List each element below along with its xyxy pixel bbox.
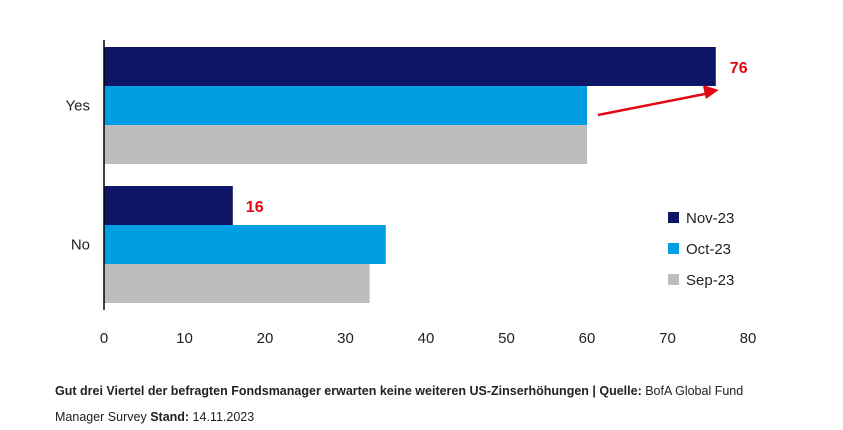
arrow-head-icon bbox=[702, 85, 719, 99]
x-tick-label: 30 bbox=[337, 330, 354, 347]
legend-label: Oct-23 bbox=[686, 241, 731, 258]
legend-swatch bbox=[668, 243, 679, 254]
bar-yes-oct-23 bbox=[104, 86, 587, 125]
x-tick-label: 20 bbox=[257, 330, 274, 347]
legend-label: Nov-23 bbox=[686, 210, 734, 227]
x-tick-label: 10 bbox=[176, 330, 193, 347]
category-label-yes: Yes bbox=[66, 98, 90, 115]
legend-label: Sep-23 bbox=[686, 272, 734, 289]
caption: Gut drei Viertel der befragten Fondsmana… bbox=[55, 378, 795, 430]
x-tick-label: 70 bbox=[659, 330, 676, 347]
category-label-no: No bbox=[71, 237, 90, 254]
x-tick-label: 0 bbox=[100, 330, 108, 347]
legend-swatch bbox=[668, 212, 679, 223]
legend-swatch bbox=[668, 274, 679, 285]
bar-chart: Yes No 0 10 20 30 40 50 60 70 80 Nov-23 Oct-23 Sep-23… bbox=[66, 40, 757, 347]
x-tick-label: 60 bbox=[579, 330, 596, 347]
x-tick-label: 40 bbox=[418, 330, 435, 347]
bar-no-sep-23 bbox=[104, 264, 370, 303]
annotation-arrow bbox=[597, 91, 711, 117]
caption-date-label: Stand: bbox=[150, 410, 190, 424]
caption-source-label: Quelle: bbox=[599, 384, 642, 398]
x-tick-label: 50 bbox=[498, 330, 515, 347]
annotation-no-value: 16 bbox=[246, 199, 264, 216]
caption-headline: Gut drei Viertel der befragten Fondsmana… bbox=[55, 384, 600, 398]
caption-source: BofA Global Fund Manager Survey bbox=[55, 384, 744, 424]
bar-no-nov-23 bbox=[104, 186, 233, 225]
bar-yes-sep-23 bbox=[104, 125, 587, 164]
bar-no-oct-23 bbox=[104, 225, 386, 264]
annotation-yes-value: 76 bbox=[730, 60, 748, 77]
bar-yes-nov-23 bbox=[104, 47, 716, 86]
caption-date: 14.11.2023 bbox=[189, 410, 255, 424]
x-tick-label: 80 bbox=[740, 330, 757, 347]
